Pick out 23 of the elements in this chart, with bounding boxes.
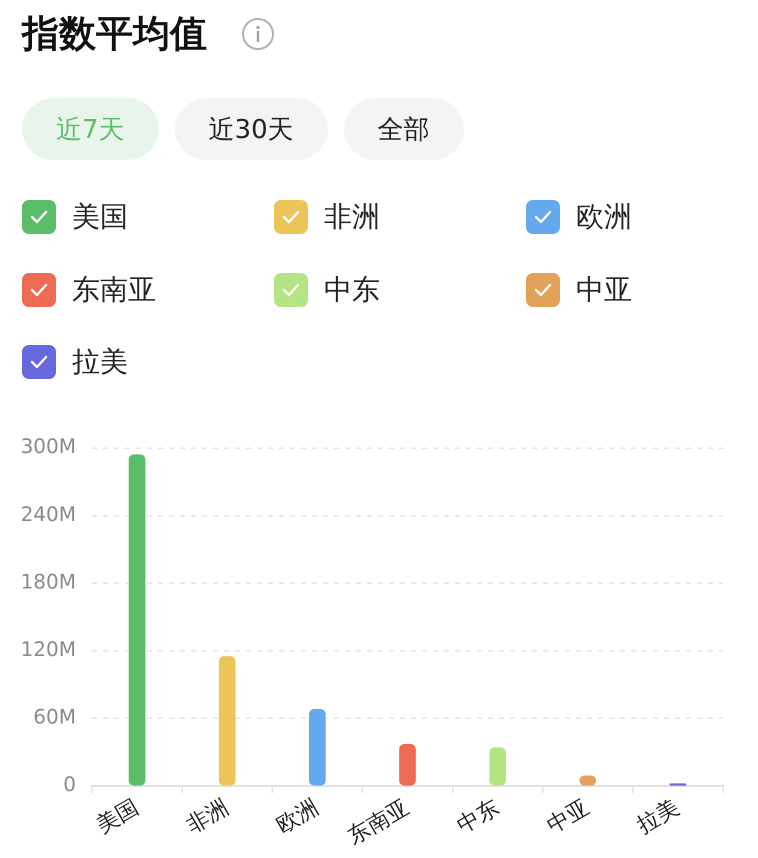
y-tick-label: 300M bbox=[20, 434, 76, 458]
legend-label: 中东 bbox=[324, 272, 380, 306]
legend-label: 欧洲 bbox=[576, 200, 632, 234]
tab-button[interactable]: 全部 bbox=[344, 98, 464, 160]
legend-label: 拉美 bbox=[72, 345, 128, 379]
legend-label: 东南亚 bbox=[72, 272, 156, 306]
y-tick-label: 0 bbox=[63, 772, 76, 796]
y-tick-label: 180M bbox=[20, 569, 76, 594]
x-tick-label: 中亚 bbox=[543, 794, 594, 839]
x-tick-label: 东南亚 bbox=[344, 794, 414, 850]
x-tick-label: 中东 bbox=[452, 794, 504, 839]
y-tick-label: 240M bbox=[20, 502, 76, 526]
chart-title: 指数平均值 bbox=[22, 11, 207, 57]
y-tick-label: 60M bbox=[33, 704, 76, 729]
tab-button[interactable]: 近30天 bbox=[174, 98, 328, 160]
x-tick-label: 非洲 bbox=[182, 794, 234, 839]
x-tick-label: 欧洲 bbox=[272, 794, 324, 839]
legend-label: 中亚 bbox=[576, 272, 632, 306]
y-tick-label: 120M bbox=[20, 637, 76, 662]
legend-label: 非洲 bbox=[324, 200, 380, 234]
x-tick-label: 拉美 bbox=[633, 794, 684, 839]
x-tick-label: 美国 bbox=[92, 794, 143, 839]
legend-label: 美国 bbox=[72, 200, 128, 234]
